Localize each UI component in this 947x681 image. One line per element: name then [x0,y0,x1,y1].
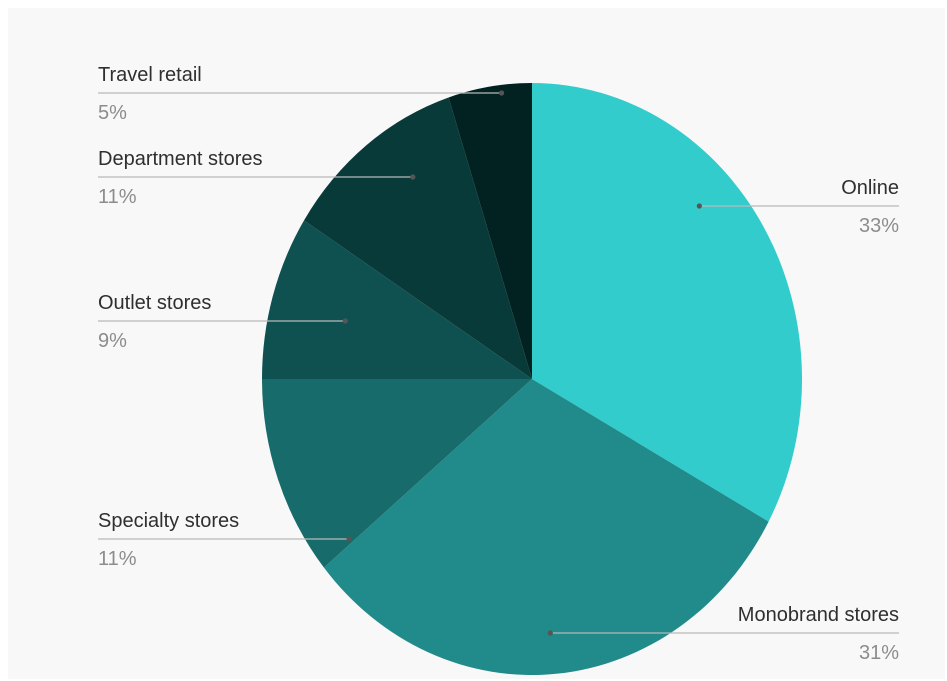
leader-dot-department-stores [410,174,416,180]
slice-department-stores [304,97,532,379]
leader-dot-online [696,203,702,209]
slice-outlet-stores [262,220,532,379]
slice-online [532,83,802,522]
value-online: 33% [859,215,899,237]
value-travel-retail: 5% [98,102,127,124]
label-department-stores: Department stores [98,148,263,170]
value-department-stores: 11% [98,186,137,208]
slice-labels: Online 33% Monobrand stores 31% Specialty st… [98,64,899,664]
value-specialty-stores: 11% [98,548,137,570]
label-outlet-stores: Outlet stores [98,292,211,314]
value-outlet-stores: 9% [98,330,127,352]
slice-travel-retail [448,83,532,379]
label-travel-retail: Travel retail [98,64,202,86]
label-specialty-stores: Specialty stores [98,510,239,532]
leader-dot-monobrand-stores [547,630,553,636]
leader-dot-travel-retail [498,90,505,96]
value-monobrand-stores: 31% [859,642,899,664]
label-monobrand-stores: Monobrand stores [738,604,899,626]
slice-monobrand-stores [323,379,769,675]
label-online: Online [841,177,899,199]
slice-specialty-stores [262,379,532,568]
leader-dot-specialty-stores [346,536,352,542]
pie-slices [262,83,802,675]
leader-dot-outlet-stores [342,318,348,324]
